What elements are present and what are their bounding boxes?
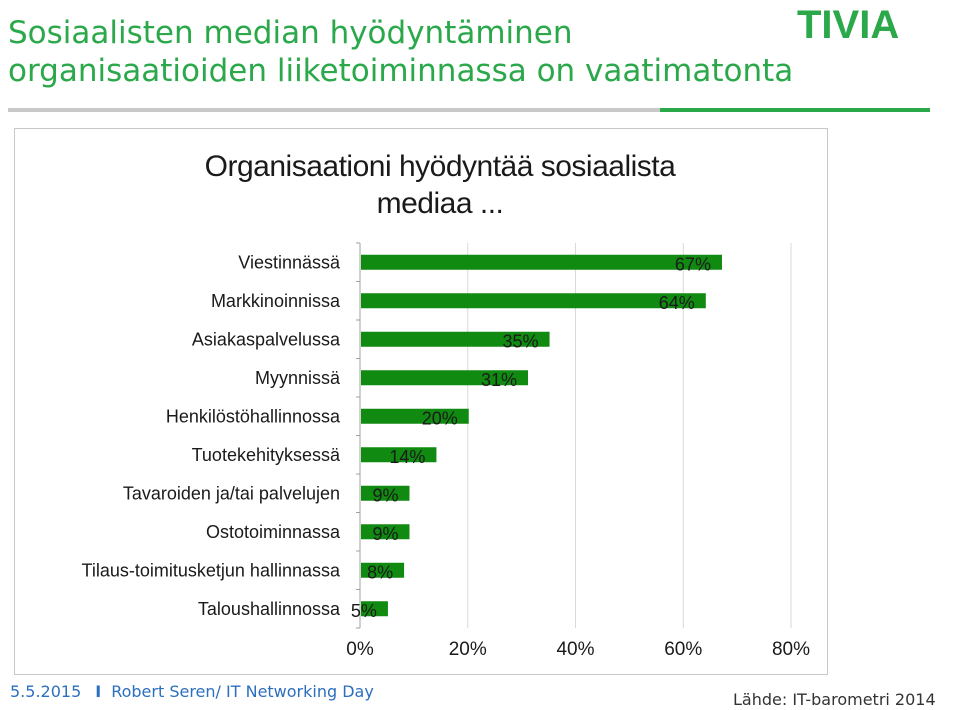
footer-date: 5.5.2015	[10, 682, 82, 701]
bar-value-label: 8%	[367, 562, 393, 582]
bar	[361, 447, 437, 463]
bar-value-label: 64%	[659, 293, 695, 313]
category-label: Tavaroiden ja/tai palvelujen	[123, 483, 340, 503]
category-label: Taloushallinnossa	[198, 599, 341, 619]
chart-title-line2: mediaa ...	[376, 187, 504, 220]
x-tick-label: 40%	[556, 639, 594, 660]
bar-value-label: 14%	[389, 447, 425, 467]
bar	[361, 601, 388, 617]
bar	[361, 408, 469, 424]
category-label: Viestinnässä	[238, 252, 341, 272]
x-tick-label: 20%	[449, 639, 487, 660]
bar	[361, 370, 529, 386]
footer-presenter: Robert Seren/ IT Networking Day	[111, 682, 374, 701]
tivia-logo: TIVIA	[797, 3, 899, 47]
chart-frame	[14, 128, 828, 675]
category-label: Tilaus-toimitusketjun hallinnassa	[82, 560, 341, 580]
category-label: Markkinoinnissa	[211, 291, 341, 311]
logo-text: TIVIA	[797, 3, 899, 47]
source-note: Lähde: IT-barometri 2014	[733, 690, 936, 709]
bar	[361, 485, 410, 501]
bar-value-label: 5%	[351, 601, 377, 621]
slide-title-line1: Sosiaalisten median hyödyntäminen	[8, 15, 573, 51]
footer-separator: I	[95, 682, 102, 701]
bar	[361, 331, 550, 347]
category-label: Ostotoiminnassa	[206, 522, 341, 542]
chart-title: Organisaationi hyödyntää sosiaalista med…	[140, 148, 740, 222]
header-divider-accent	[660, 108, 930, 112]
bar-value-label: 31%	[481, 370, 517, 390]
x-tick-label: 60%	[664, 639, 702, 660]
category-label: Tuotekehityksessä	[192, 445, 341, 465]
bar-value-label: 35%	[503, 331, 539, 351]
category-label: Myynnissä	[255, 368, 341, 388]
slide-title: Sosiaalisten median hyödyntäminen organi…	[8, 14, 808, 90]
bar-value-label: 9%	[372, 485, 398, 505]
x-tick-label: 0%	[346, 639, 374, 660]
category-label: Henkilöstöhallinnossa	[166, 406, 341, 426]
bar	[361, 524, 410, 540]
footer: 5.5.2015 I Robert Seren/ IT Networking Day	[10, 682, 374, 701]
chart-title-line1: Organisaationi hyödyntää sosiaalista	[204, 150, 676, 183]
bar	[361, 254, 722, 270]
x-tick-label: 80%	[772, 639, 810, 660]
bar-value-label: 20%	[422, 408, 458, 428]
category-label: Asiakaspalvelussa	[192, 329, 341, 349]
bar-value-label: 67%	[675, 254, 711, 274]
bar-value-label: 9%	[372, 524, 398, 544]
header-divider	[8, 108, 928, 112]
bar	[361, 293, 706, 309]
slide-title-line2: organisaatioiden liiketoiminnassa on vaa…	[8, 53, 794, 89]
bar	[361, 562, 405, 578]
